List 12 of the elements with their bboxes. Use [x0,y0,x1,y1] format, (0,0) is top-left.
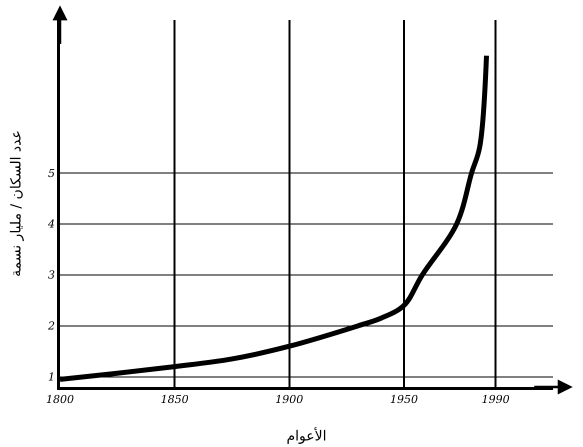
y-tick-label: 5 [48,166,56,180]
x-tick-label: 1990 [482,392,510,406]
x-tick-label: 1950 [390,392,418,406]
y-tick-label: 4 [47,218,56,231]
x-tick-label: 1900 [275,392,304,406]
y-tick-label: 3 [48,268,56,282]
x-axis-title: الأعوام [286,426,327,444]
x-tick-label: 1800 [46,392,74,406]
y-tick-label: 2 [47,320,56,333]
y-tick-label: 1 [48,370,56,384]
x-tick-label: 1850 [160,392,189,406]
y-axis-title: عدد السكان / مليار نسمة [8,130,24,277]
